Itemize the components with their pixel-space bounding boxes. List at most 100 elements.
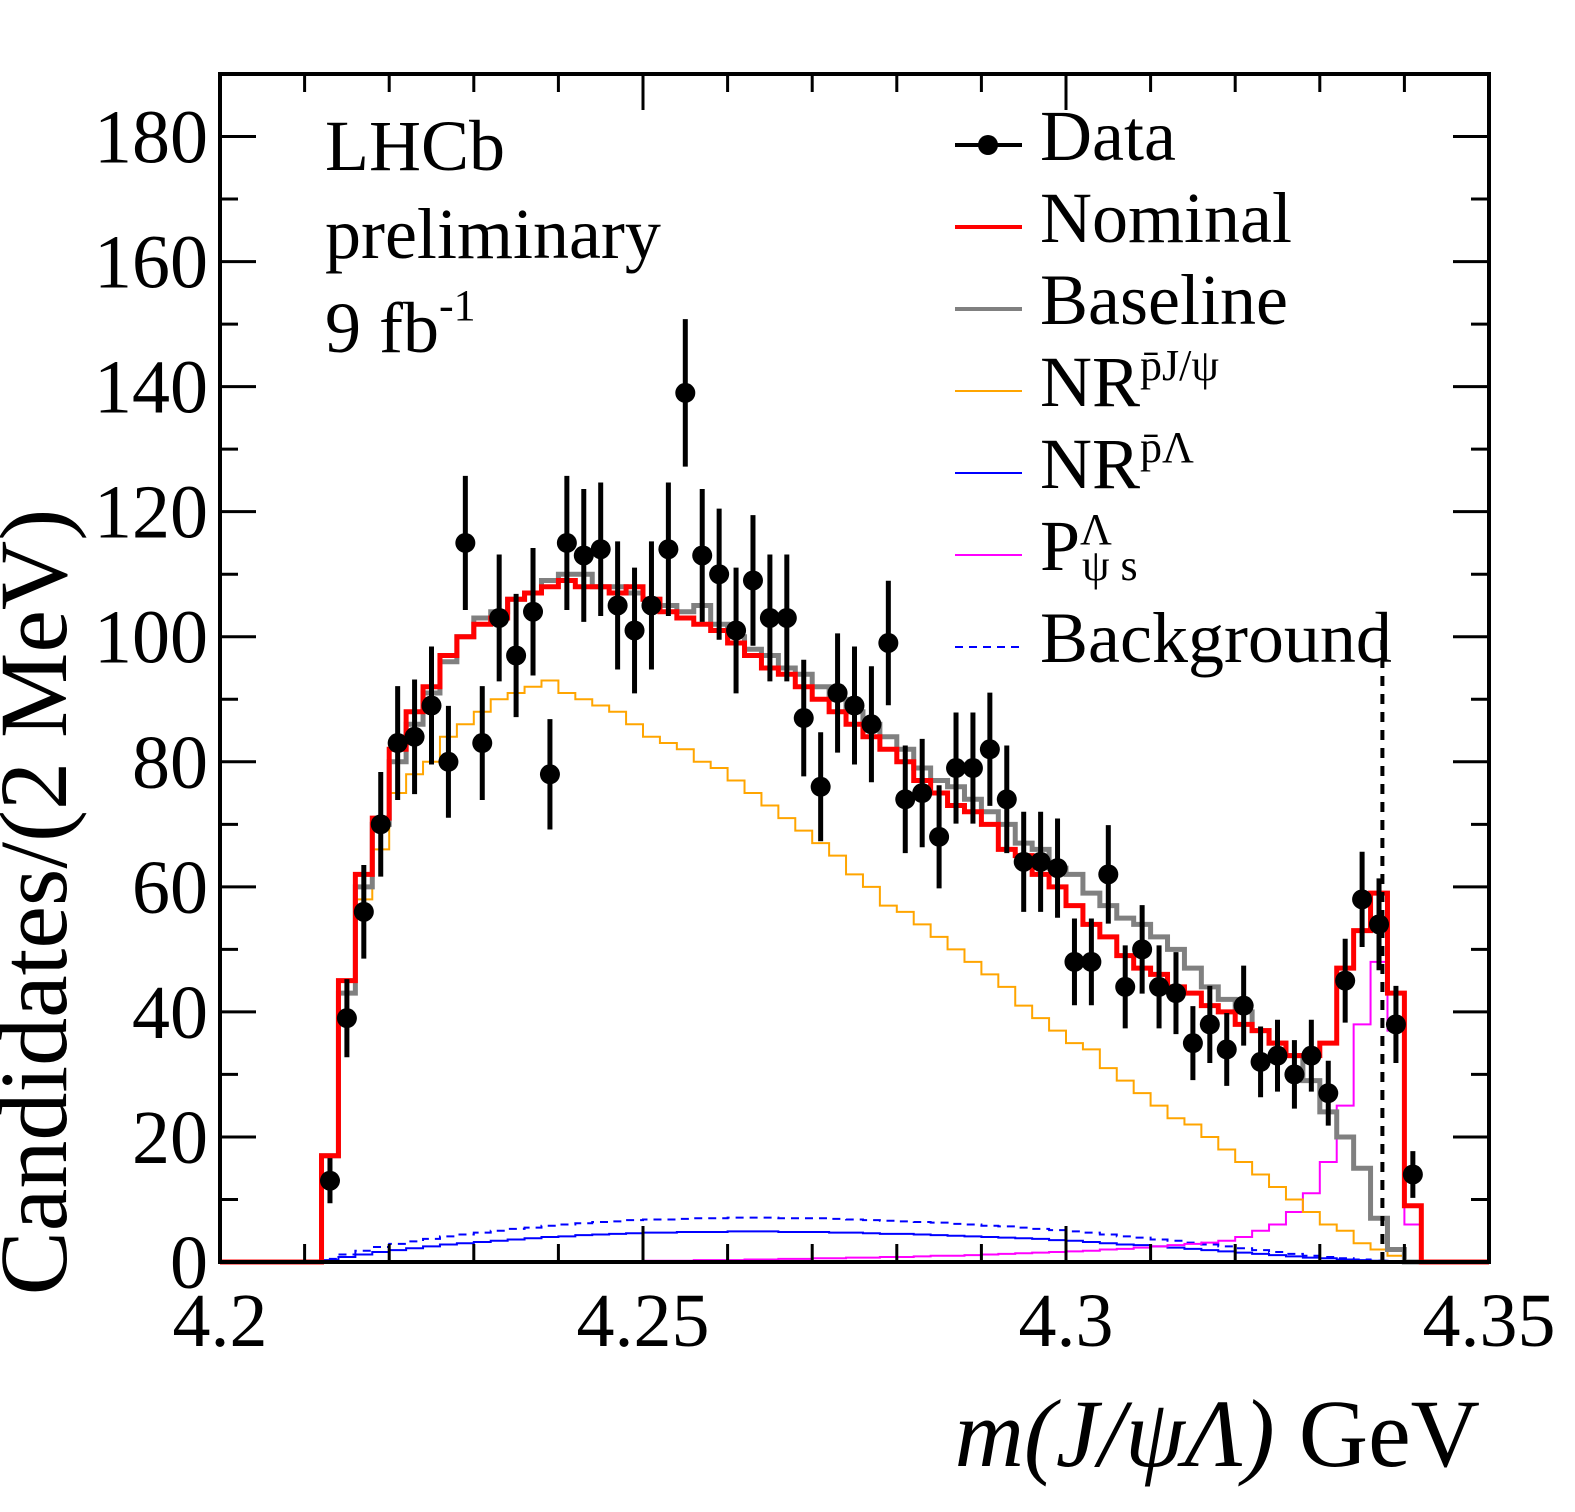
data-point xyxy=(455,532,476,553)
y-tick-label: 180 xyxy=(94,96,208,180)
data-point xyxy=(489,607,510,628)
data-point xyxy=(370,814,391,835)
data-point xyxy=(1149,976,1170,997)
data-points xyxy=(319,319,1423,1204)
svg-text:NRp̄J/ψ: NRp̄J/ψ xyxy=(1040,341,1219,422)
data-point xyxy=(895,789,916,810)
data-point xyxy=(1318,1083,1339,1104)
data-point xyxy=(979,739,1000,760)
x-tick-label: 4.35 xyxy=(1423,1279,1556,1363)
data-point xyxy=(759,607,780,628)
data-point xyxy=(776,607,797,628)
data-point xyxy=(996,789,1017,810)
y-tick-label: 60 xyxy=(132,846,208,930)
data-point xyxy=(556,532,577,553)
data-point xyxy=(742,570,763,591)
data-point xyxy=(523,601,544,622)
data-point xyxy=(421,695,442,716)
data-point xyxy=(353,901,374,922)
data-point xyxy=(1030,851,1051,872)
legend-pc: PΛ ψ s xyxy=(955,505,1138,590)
data-point xyxy=(1182,1033,1203,1054)
data-point xyxy=(658,539,679,560)
data-point xyxy=(675,382,696,403)
data-point xyxy=(878,632,899,653)
legend-nr-pjpsi: NRp̄J/ψ xyxy=(955,341,1219,422)
legend-nominal: Nominal xyxy=(955,178,1292,258)
data-point xyxy=(1352,889,1373,910)
data-point xyxy=(506,645,527,666)
histogram-background xyxy=(220,1216,1489,1263)
y-tick-label: 40 xyxy=(132,971,208,1055)
histogram-nr-plambda xyxy=(220,1230,1489,1263)
data-point xyxy=(1013,851,1034,872)
y-tick-label: 120 xyxy=(94,471,208,555)
data-point xyxy=(844,695,865,716)
status-label: preliminary xyxy=(325,194,661,274)
legend-data: Data xyxy=(955,96,1176,176)
data-point xyxy=(573,545,594,566)
svg-text:Baseline: Baseline xyxy=(1040,260,1288,340)
axis-ticks xyxy=(218,72,1491,1264)
data-point xyxy=(624,620,645,641)
data-point xyxy=(1267,1045,1288,1066)
y-axis-label: Candidates/(2 MeV) xyxy=(0,509,87,1295)
data-point xyxy=(1132,939,1153,960)
y-tick-label: 20 xyxy=(132,1096,208,1180)
axis-tick-labels: 0 20 40 60 80 100 120 140 160 180 4.2 4.25 4.3 4.35 xyxy=(94,96,1556,1363)
x-tick-label: 4.2 xyxy=(173,1279,268,1363)
data-point xyxy=(1115,976,1136,997)
svg-text:Background: Background xyxy=(1040,598,1392,678)
data-point xyxy=(1233,995,1254,1016)
data-point xyxy=(827,683,848,704)
data-point xyxy=(726,620,747,641)
legend-nr-plambda: NRp̄Λ xyxy=(955,423,1194,504)
data-point xyxy=(861,714,882,735)
data-point xyxy=(1199,1014,1220,1035)
data-point xyxy=(1165,983,1186,1004)
experiment-label: LHCb xyxy=(325,106,505,186)
histogram-pc xyxy=(220,960,1489,1263)
data-point xyxy=(607,595,628,616)
histogram-nr-pjpsi xyxy=(220,679,1489,1263)
x-tick-label: 4.25 xyxy=(577,1279,710,1363)
data-point xyxy=(590,539,611,560)
legend-background: Background xyxy=(955,598,1392,678)
y-tick-label: 0 xyxy=(170,1221,208,1305)
legend-baseline: Baseline xyxy=(955,260,1288,340)
data-point xyxy=(1402,1164,1423,1185)
data-point xyxy=(946,758,967,779)
svg-text:NRp̄Λ: NRp̄Λ xyxy=(1040,423,1194,504)
data-point xyxy=(1301,1045,1322,1066)
svg-text:Data: Data xyxy=(1040,96,1176,176)
y-tick-label: 100 xyxy=(94,596,208,680)
data-point xyxy=(641,595,662,616)
plot-frame xyxy=(218,72,1491,1264)
data-point xyxy=(962,758,983,779)
data-point xyxy=(404,726,425,747)
data-point xyxy=(793,708,814,729)
luminosity-label: 9 fb-1 xyxy=(325,281,476,368)
data-point xyxy=(912,783,933,804)
data-point xyxy=(336,1008,357,1029)
svg-text:PΛψ s: PΛ ψ s xyxy=(1040,505,1138,590)
legend: Data Nominal Baseline NRp̄J/ψ NRp̄Λ PΛ ψ … xyxy=(955,96,1392,678)
data-point xyxy=(1369,914,1390,935)
data-point xyxy=(1284,1064,1305,1085)
data-point xyxy=(929,826,950,847)
svg-text:Nominal: Nominal xyxy=(1040,178,1292,258)
data-point xyxy=(810,776,831,797)
data-point xyxy=(1098,864,1119,885)
x-tick-label: 4.3 xyxy=(1019,1279,1114,1363)
y-tick-label: 80 xyxy=(132,721,208,805)
data-point xyxy=(1064,951,1085,972)
data-point xyxy=(472,733,493,754)
data-point xyxy=(709,564,730,585)
data-point xyxy=(1081,951,1102,972)
data-point xyxy=(438,751,459,772)
data-point xyxy=(1047,858,1068,879)
y-tick-label: 160 xyxy=(94,221,208,305)
data-point xyxy=(319,1170,340,1191)
data-point xyxy=(1385,1014,1406,1035)
